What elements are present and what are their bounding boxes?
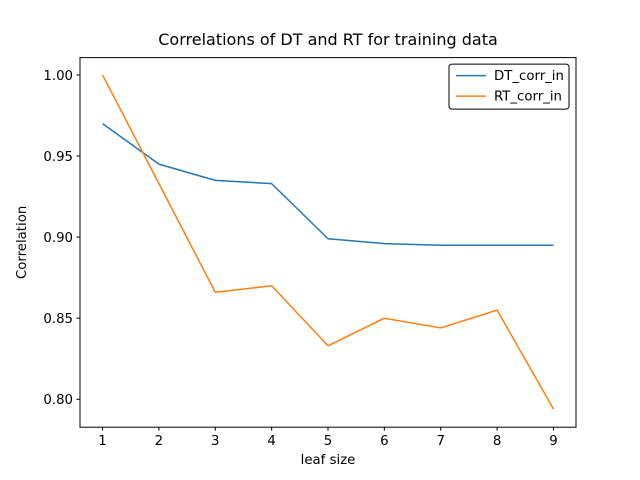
legend-label-DT_corr_in: DT_corr_in — [494, 69, 564, 84]
chart-title: Correlations of DT and RT for training d… — [158, 30, 498, 49]
x-axis-ticks: 1 2 3 4 5 6 7 8 9 — [98, 427, 558, 449]
x-tick-label: 7 — [436, 434, 444, 449]
y-tick-label: 1.00 — [43, 69, 73, 84]
series-line-RT_corr_in — [101, 74, 555, 410]
x-tick-label: 2 — [155, 434, 163, 449]
y-axis-label: Correlation — [15, 206, 30, 279]
y-tick-label: 0.80 — [43, 393, 73, 408]
x-tick-label: 6 — [380, 434, 388, 449]
series-line-DT_corr_in — [102, 122, 554, 246]
legend-label-RT_corr_in: RT_corr_in — [494, 90, 562, 105]
x-tick-label: 3 — [211, 434, 219, 449]
y-axis-ticks: 0.80 0.85 0.90 0.95 1.00 — [43, 69, 80, 408]
data-series — [101, 74, 555, 410]
x-axis-label: leaf size — [301, 453, 356, 468]
x-tick-label: 5 — [324, 434, 332, 449]
x-tick-label: 9 — [549, 434, 557, 449]
y-tick-label: 0.85 — [43, 312, 73, 327]
x-tick-label: 8 — [493, 434, 501, 449]
legend: DT_corr_in RT_corr_in — [448, 63, 570, 110]
y-tick-label: 0.95 — [43, 150, 73, 165]
y-tick-label: 0.90 — [43, 231, 73, 246]
x-tick-label: 4 — [267, 434, 275, 449]
plot-border — [79, 57, 577, 428]
x-tick-label: 1 — [98, 434, 106, 449]
